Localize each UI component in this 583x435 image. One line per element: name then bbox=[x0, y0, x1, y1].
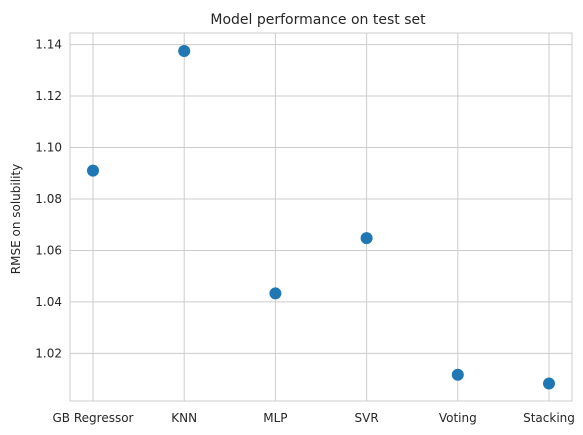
y-tick-label: 1.06 bbox=[35, 243, 62, 257]
data-point bbox=[451, 368, 464, 381]
y-tick-label: 1.14 bbox=[35, 38, 62, 52]
data-points bbox=[87, 45, 555, 390]
y-axis-label: RMSE on solubility bbox=[9, 164, 23, 274]
y-tick-label: 1.12 bbox=[35, 89, 62, 103]
grid bbox=[70, 33, 572, 401]
data-point bbox=[360, 232, 373, 245]
y-tick-label: 1.08 bbox=[35, 192, 62, 206]
x-tick-label: KNN bbox=[171, 411, 197, 425]
x-tick-label: SVR bbox=[355, 411, 379, 425]
x-tick-label: Stacking bbox=[523, 411, 575, 425]
x-tick-label: Voting bbox=[439, 411, 477, 425]
x-ticks: GB Regressor KNN MLP SVR Voting Stacking bbox=[53, 411, 575, 425]
y-tick-label: 1.02 bbox=[35, 346, 62, 360]
chart-title: Model performance on test set bbox=[210, 12, 426, 28]
plot-frame bbox=[69, 32, 573, 402]
data-point bbox=[178, 45, 191, 58]
y-tick-label: 1.10 bbox=[35, 141, 62, 155]
y-ticks: 1.02 1.04 1.06 1.08 1.10 1.12 1.14 bbox=[35, 38, 62, 361]
data-point bbox=[87, 164, 99, 177]
x-tick-label: MLP bbox=[263, 411, 287, 425]
data-point bbox=[269, 287, 282, 300]
y-tick-label: 1.04 bbox=[35, 295, 62, 309]
data-point bbox=[543, 377, 555, 390]
x-tick-label: GB Regressor bbox=[53, 411, 134, 425]
